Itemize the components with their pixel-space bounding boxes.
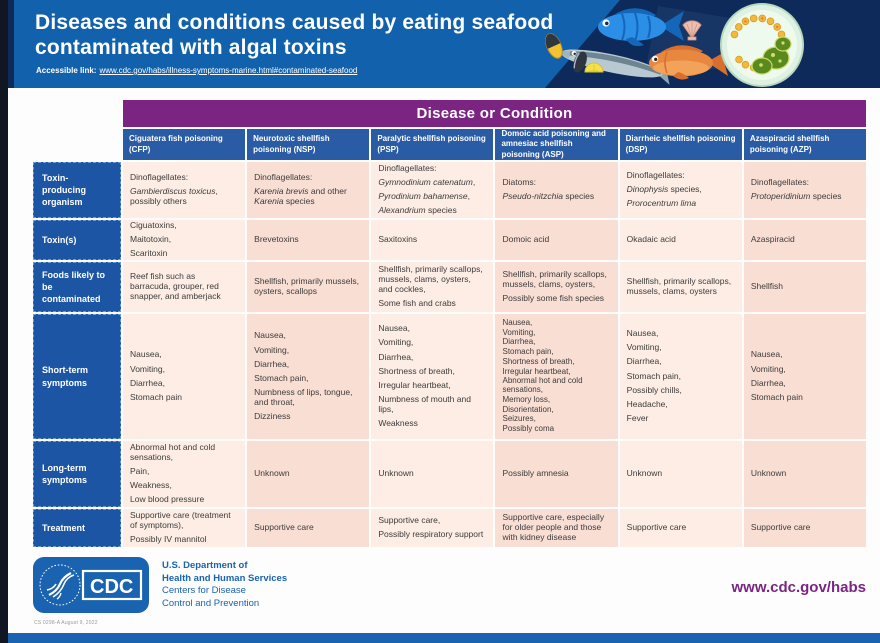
table-cell: Dinoflagellates: Protoperidinium species: [743, 162, 866, 218]
bottom-bar: [8, 633, 880, 643]
table-cell: Supportive care: [743, 509, 866, 547]
cdc-hhs-logo: CDC: [33, 557, 149, 613]
column-header: Diarrheic shellfish poisoning (DSP): [619, 129, 742, 160]
dept-line-1: U.S. Department of: [162, 560, 248, 571]
column-header: Neurotoxic shellfish poisoning (NSP): [247, 129, 370, 160]
table-cell: Dinoflagellates: Dinophysis species, Proro…: [619, 162, 742, 218]
seafood-illustration: [545, 0, 880, 88]
table-cell: Nausea, Vomiting, Diarrhea, Shortness of br…: [371, 314, 494, 439]
scallop-shell-icon: [682, 20, 702, 41]
algae-petri-dish-icon: [720, 3, 804, 87]
disease-or-condition-banner: Disease or Condition: [123, 100, 866, 127]
table-cell: Supportive care: [619, 509, 742, 547]
footer-site-url[interactable]: www.cdc.gov/habs: [731, 579, 866, 596]
row-label: Short-term symptoms: [33, 314, 121, 439]
title-line-1: Diseases and conditions caused by eating…: [35, 11, 554, 34]
table-cell: Domoic acid: [495, 220, 618, 260]
table-cell: Shellfish, primarily scallops, mussels, …: [619, 262, 742, 312]
table-cell: Diatoms: Pseudo-nitzchia species: [495, 162, 618, 218]
table-cell: Brevetoxins: [247, 220, 370, 260]
disease-table: Disease or Condition Ciguatera fish poiso…: [33, 100, 866, 547]
mussels-icon: [545, 33, 587, 73]
row-label: Toxin-producing organism: [33, 162, 121, 218]
table-cell: Unknown: [619, 441, 742, 507]
table-cell: Nausea, Vomiting, Diarrhea, Stomach pain, Sh…: [495, 314, 618, 439]
table-cell: Abnormal hot and cold sensations, Pain, We…: [123, 441, 246, 507]
table-cell: Unknown: [743, 441, 866, 507]
table-cell: Dinoflagellates: Gambierdiscus toxicus, p…: [123, 162, 246, 218]
page-header: Diseases and conditions caused by eating…: [8, 0, 880, 88]
accessible-link-label: Accessible link:: [36, 66, 97, 75]
column-header: Paralytic shellfish poisoning (PSP): [371, 129, 494, 160]
table-cell: Nausea, Vomiting, Diarrhea, Stomach pain: [743, 314, 866, 439]
table-cell: Dinoflagellates: Karenia brevis and other…: [247, 162, 370, 218]
table-cell: Unknown: [247, 441, 370, 507]
table-cell: Shellfish, primarily mussels, oysters, s…: [247, 262, 370, 312]
org-line-1: Centers for Disease: [162, 585, 246, 596]
table-cell: Shellfish: [743, 262, 866, 312]
page-title: Diseases and conditions caused by eating…: [35, 10, 553, 60]
header-left-edge: [8, 0, 14, 88]
dept-line-2: Health and Human Services: [162, 572, 288, 584]
table-cell: Ciguatoxins, Maitotoxin, Scaritoxin: [123, 220, 246, 260]
table-cell: Supportive care, especially for older pe…: [495, 509, 618, 547]
table-cell: Shellfish, primarily scallops, mussels, …: [495, 262, 618, 312]
lemon-wedge-icon: [584, 62, 604, 73]
table-cell: Reef fish such as barracuda, grouper, re…: [123, 262, 246, 312]
table-cell: Possibly amnesia: [495, 441, 618, 507]
table-cell: Nausea, Vomiting, Diarrhea, Stomach pain, Nu…: [247, 314, 370, 439]
orange-fish-icon: [649, 45, 728, 80]
row-label: Treatment: [33, 509, 121, 547]
cdc-letter-box: [81, 569, 143, 601]
hhs-text-block: U.S. Department of Health and Human Serv…: [162, 560, 287, 610]
table-cell: Supportive care, Possibly respiratory sup…: [371, 509, 494, 547]
cdc-logo-text: CDC: [90, 576, 133, 598]
table-cell: Supportive care: [247, 509, 370, 547]
table-cell: Shellfish, primarily scallops, mussels, …: [371, 262, 494, 312]
row-label: Toxin(s): [33, 220, 121, 260]
table-cell: Dinoflagellates: Gymnodinium catenatum, Py…: [371, 162, 494, 218]
column-header: Ciguatera fish poisoning (CFP): [123, 129, 246, 160]
row-label: Foods likely to be contaminated: [33, 262, 121, 312]
accessible-link-row: Accessible link: www.cdc.gov/habs/illness…: [36, 66, 357, 75]
row-label: Long-term symptoms: [33, 441, 121, 507]
blue-fish-icon: [598, 8, 684, 47]
table-cell: Okadaic acid: [619, 220, 742, 260]
table-cell: Nausea, Vomiting, Diarrhea, Stomach pain: [123, 314, 246, 439]
hhs-eagle-icon: [39, 564, 81, 606]
accessible-link-url[interactable]: www.cdc.gov/habs/illness-symptoms-marine…: [99, 66, 358, 75]
table-cell: Unknown: [371, 441, 494, 507]
column-header: Domoic acid poisoning and amnesiac shell…: [495, 129, 618, 160]
table-cell: Supportive care (treatment of symptoms),…: [123, 509, 246, 547]
table-cell: Saxitoxins: [371, 220, 494, 260]
title-line-2: contaminated with algal toxins: [35, 36, 347, 59]
table-cell: Azaspiracid: [743, 220, 866, 260]
left-edge-strip: [0, 0, 8, 643]
document-code: CS 0298-A August 9, 2022: [34, 620, 98, 626]
column-header: Azaspiracid shellfish poisoning (AZP): [743, 129, 866, 160]
org-line-2: Control and Prevention: [162, 597, 260, 609]
table-cell: Nausea, Vomiting, Diarrhea, Stomach pain, Po…: [619, 314, 742, 439]
